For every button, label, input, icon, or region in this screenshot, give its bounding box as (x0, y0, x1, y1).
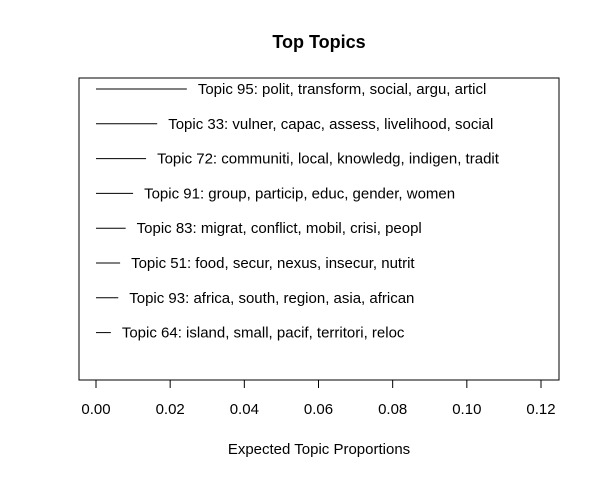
x-tick-label-2: 0.04 (230, 401, 259, 418)
bar-label-6: Topic 51: food, secur, nexus, insecur, n… (131, 255, 415, 272)
bar-label-5: Topic 83: migrat, conflict, mobil, crisi… (137, 220, 422, 237)
bar-label-2: Topic 33: vulner, capac, assess, livelih… (168, 116, 493, 133)
x-tick-label-6: 0.12 (526, 401, 555, 418)
x-tick-label-0: 0.00 (81, 401, 110, 418)
x-axis-label: Expected Topic Proportions (228, 441, 410, 458)
bar-label-7: Topic 93: africa, south, region, asia, a… (129, 290, 414, 307)
x-tick-label-3: 0.06 (304, 401, 333, 418)
bar-label-3: Topic 72: communiti, local, knowledg, in… (157, 151, 500, 168)
x-axis: 0.00 0.02 0.04 0.06 0.08 0.10 0.12 (81, 379, 556, 418)
bar-label-1: Topic 95: polit, transform, social, argu… (198, 81, 486, 98)
chart-title: Top Topics (272, 32, 365, 52)
x-tick-label-5: 0.10 (452, 401, 481, 418)
bar-label-8: Topic 64: island, small, pacif, territor… (122, 325, 405, 342)
bar-group: Topic 95: polit, transform, social, argu… (96, 81, 500, 342)
x-tick-label-4: 0.08 (378, 401, 407, 418)
bar-label-4: Topic 91: group, particip, educ, gender,… (144, 185, 455, 202)
x-tick-label-1: 0.02 (156, 401, 185, 418)
